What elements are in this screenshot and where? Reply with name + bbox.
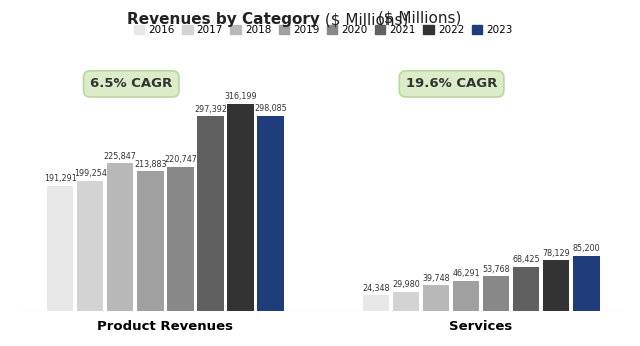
Legend: 2016, 2017, 2018, 2019, 2020, 2021, 2022, 2023: 2016, 2017, 2018, 2019, 2020, 2021, 2022…	[134, 25, 513, 35]
Text: 213,883: 213,883	[134, 160, 166, 169]
Bar	[513, 266, 540, 311]
Bar	[107, 163, 134, 311]
Text: 68,425: 68,425	[513, 255, 540, 264]
Text: 316,199: 316,199	[224, 92, 257, 101]
Bar	[393, 292, 419, 311]
Text: 29,980: 29,980	[392, 280, 420, 289]
Bar	[197, 117, 223, 311]
Text: 220,747: 220,747	[164, 155, 196, 164]
Bar	[573, 256, 600, 311]
Bar	[47, 186, 74, 311]
Text: 191,291: 191,291	[44, 174, 76, 183]
Text: 199,254: 199,254	[74, 169, 107, 178]
Text: 6.5% CAGR: 6.5% CAGR	[90, 78, 172, 90]
Bar	[543, 260, 570, 311]
Text: 85,200: 85,200	[573, 244, 600, 253]
Bar	[257, 116, 284, 311]
Text: 19.6% CAGR: 19.6% CAGR	[406, 78, 497, 90]
Bar	[77, 181, 104, 311]
Text: ($ Millions): ($ Millions)	[320, 12, 408, 27]
Bar	[167, 167, 193, 311]
Text: 39,748: 39,748	[422, 274, 450, 283]
Text: 225,847: 225,847	[104, 152, 137, 161]
Text: 46,291: 46,291	[452, 270, 480, 279]
Bar	[363, 295, 389, 311]
Bar	[137, 171, 163, 311]
Text: Revenues by Category: Revenues by Category	[127, 12, 320, 27]
Text: ($ Millions): ($ Millions)	[179, 10, 461, 25]
Text: 78,129: 78,129	[542, 248, 570, 257]
Bar	[483, 276, 509, 311]
Text: 298,085: 298,085	[254, 104, 287, 113]
Bar	[423, 285, 449, 311]
Text: 297,392: 297,392	[194, 105, 227, 114]
Text: 53,768: 53,768	[483, 265, 510, 274]
Bar	[453, 281, 479, 311]
Bar	[227, 104, 253, 311]
Text: 24,348: 24,348	[362, 284, 390, 293]
